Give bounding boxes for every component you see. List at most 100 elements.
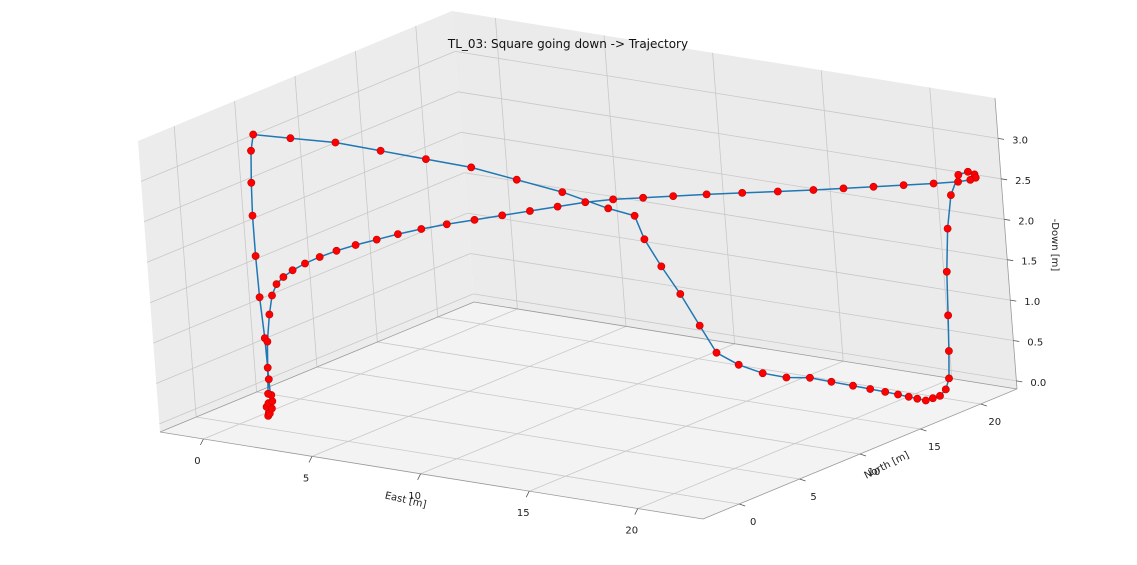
floor-edge (473, 301, 1018, 390)
trajectory-point (267, 404, 276, 413)
y-tick-mark (920, 428, 927, 432)
trajectory-point (332, 246, 341, 255)
x-tick-mark (634, 508, 639, 515)
y-tick-label: 20 (988, 417, 1001, 428)
trajectory-point (301, 259, 309, 268)
x-tick-label: 0 (194, 456, 200, 467)
trajectory-point (839, 184, 848, 193)
z-tick-mark (1013, 340, 1020, 342)
trajectory-point (512, 175, 521, 184)
y-tick-label: 0 (750, 517, 756, 528)
trajectory-point (288, 266, 297, 275)
trajectory-point (942, 267, 951, 276)
trajectory-point (264, 389, 272, 398)
y-grid-line (437, 316, 981, 405)
z-grid-line (458, 91, 1002, 180)
trajectory-point (498, 211, 507, 220)
y-grid-line (377, 341, 921, 430)
trajectory-point (849, 381, 857, 390)
trajectory-point (376, 146, 385, 155)
trajectory-point (702, 190, 711, 199)
trajectory-point (263, 337, 272, 346)
y-tick-label: 5 (810, 492, 816, 503)
trajectory-point (268, 291, 276, 300)
z-tick-mark (1007, 259, 1014, 262)
trajectory-point (470, 215, 479, 224)
trajectory-point (944, 311, 952, 320)
z-axis-label: -Down [m] (1049, 219, 1060, 272)
z-grid-line (464, 172, 1008, 261)
y-grid-line (196, 416, 740, 505)
trajectory-point (639, 193, 647, 202)
y-grid-line (316, 366, 861, 455)
y-axis-label: North [m] (863, 450, 911, 482)
trajectory-point (421, 155, 430, 163)
trajectory-point (964, 167, 972, 176)
z-tick-label: 2.0 (1018, 216, 1034, 227)
x-tick-label: 10 (408, 491, 421, 502)
z-grid-line (461, 131, 1005, 220)
trajectory-point (264, 375, 273, 384)
z-tick-mark (998, 138, 1005, 140)
y-tick-label: 10 (868, 467, 881, 478)
trajectory-point (630, 211, 639, 220)
trajectory-point (941, 385, 950, 394)
z-grid-line (147, 131, 462, 263)
z-grid-line (143, 91, 459, 223)
trajectory-point (899, 181, 908, 189)
back-pane (452, 11, 1017, 389)
trajectory-point (315, 253, 324, 261)
floor-edge (159, 301, 475, 433)
trajectory-point (954, 170, 963, 179)
trajectory-point (255, 293, 264, 302)
trajectory-point (265, 310, 274, 319)
x-tick-label: 5 (303, 473, 309, 484)
trajectory-point (248, 211, 257, 220)
trajectory-point (806, 373, 814, 382)
z-tick-mark (1001, 178, 1008, 181)
trajectory-point (393, 230, 402, 238)
x-tick-mark (417, 473, 421, 480)
trajectory-point (249, 130, 258, 139)
trajectory-point (782, 373, 791, 382)
trajectory-point (372, 235, 381, 244)
trajectory-point (263, 363, 272, 372)
y-tick-label: 15 (928, 442, 941, 453)
z-tick-label: 0.5 (1027, 338, 1043, 349)
z-grid-line (473, 293, 1017, 382)
z-grid-line (150, 172, 465, 304)
z-tick-label: 1.0 (1024, 297, 1040, 308)
trajectory-point (442, 220, 451, 229)
trajectory-point (581, 198, 590, 207)
z-grid-line (467, 212, 1011, 301)
trajectory-point (904, 392, 913, 401)
trajectory-point (936, 391, 944, 400)
trajectory-point (827, 377, 836, 386)
z-grid-line (140, 51, 456, 182)
z-tick-label: 2.5 (1015, 176, 1031, 187)
trajectory-point (945, 347, 953, 355)
trajectory-point (734, 360, 743, 369)
trajectory-point (881, 387, 890, 396)
trajectory-point (695, 321, 704, 330)
z-grid-line (156, 253, 471, 384)
x-tick-label: 15 (517, 508, 530, 519)
trajectory-point (272, 280, 281, 288)
trajectory-point (894, 390, 902, 399)
z-tick-mark (1010, 299, 1017, 302)
z-grid-line (455, 51, 999, 139)
trajectory-point (669, 192, 678, 200)
y-tick-mark (859, 453, 867, 457)
trajectory-point (738, 188, 747, 197)
trajectory-point (947, 191, 955, 199)
trajectory-point (945, 374, 953, 383)
trajectory-point (553, 202, 562, 211)
trajectory-point (866, 385, 875, 393)
trajectory-point (657, 262, 666, 271)
trajectory-point (712, 348, 721, 357)
trajectory-point (929, 394, 937, 403)
z-tick-label: 3.0 (1012, 135, 1028, 146)
trajectory-point (921, 396, 930, 405)
